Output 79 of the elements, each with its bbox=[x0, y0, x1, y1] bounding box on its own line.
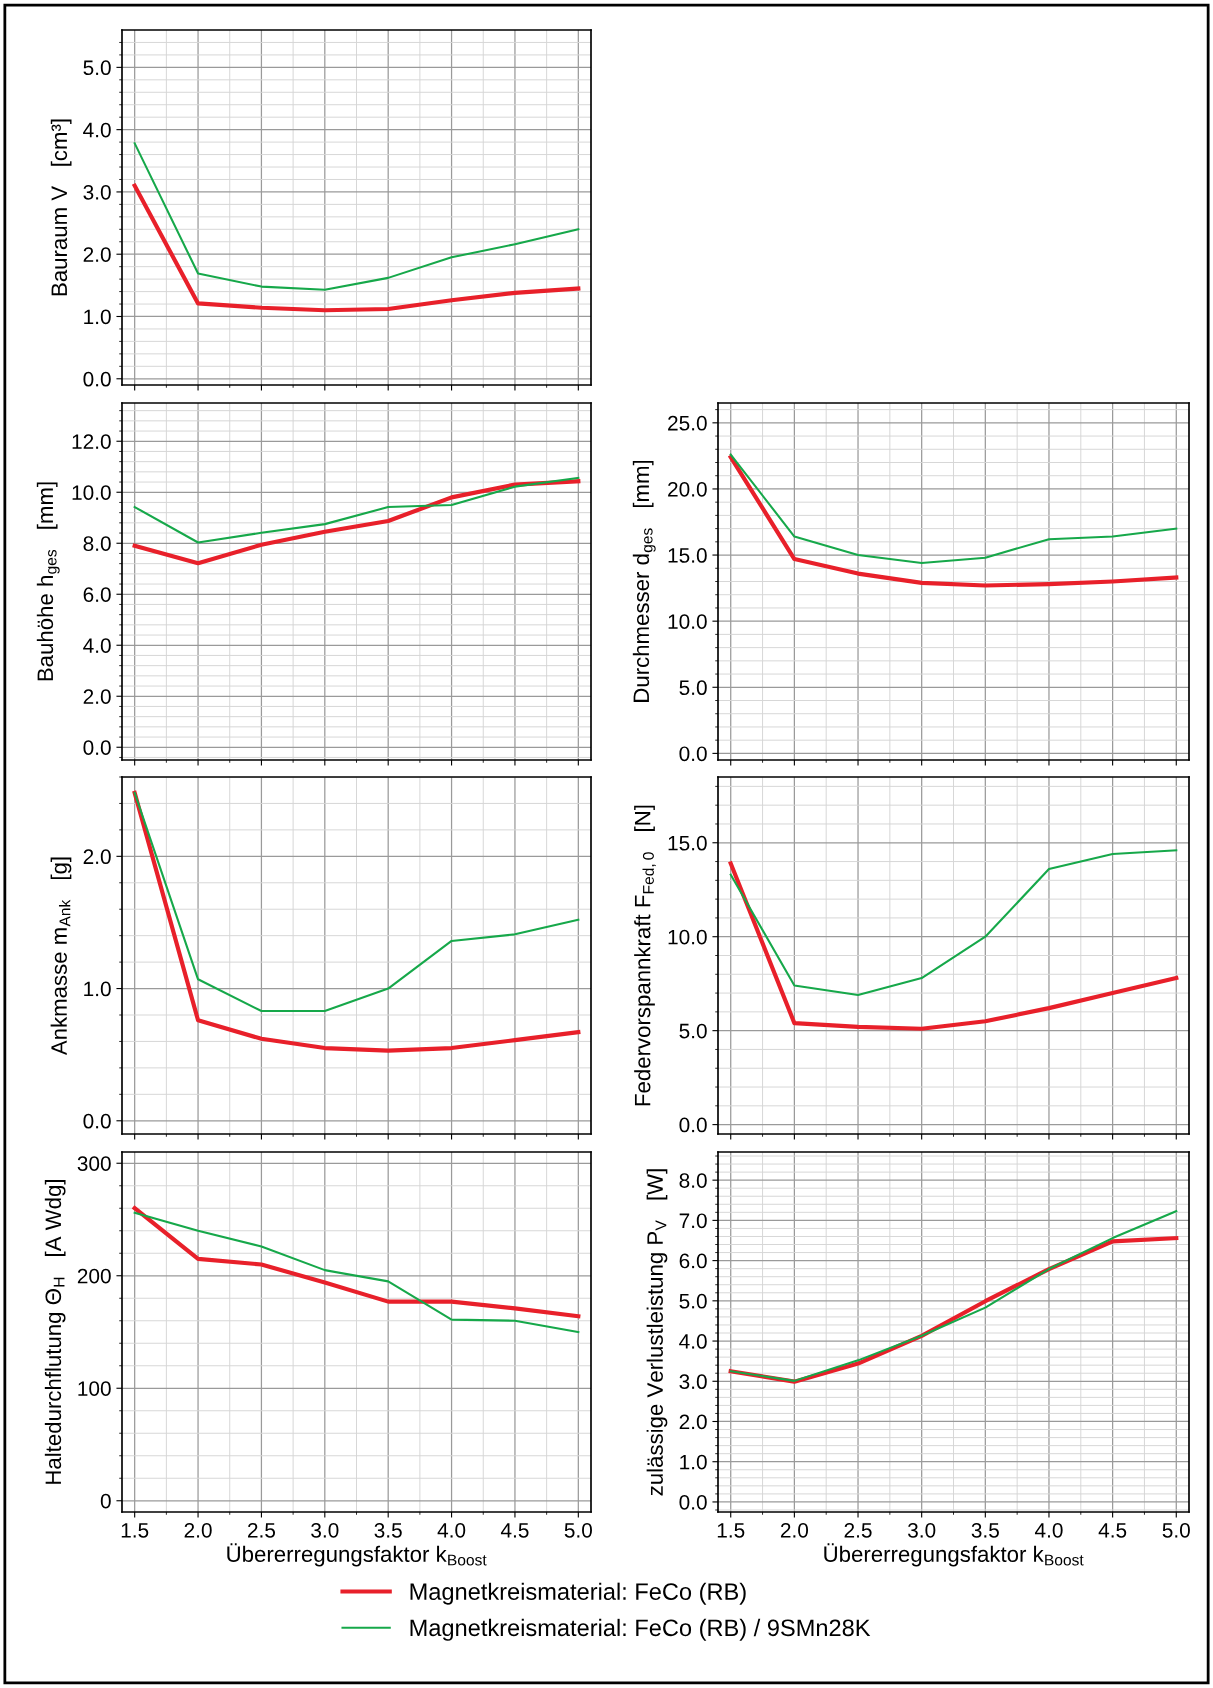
y-tick-label: 5.0 bbox=[83, 60, 111, 76]
legend-label: Magnetkreismaterial: FeCo (RB) / 9SMn28K bbox=[410, 1618, 871, 1641]
line-series bbox=[729, 453, 1178, 565]
x-tick-label: 5.0 bbox=[564, 1522, 592, 1538]
y-tick-label: 3.0 bbox=[83, 184, 111, 200]
line-series bbox=[132, 479, 581, 566]
x-tick-label: 2.5 bbox=[248, 1522, 276, 1538]
text: Bauhöhe h$_{ges}$ [mm] bbox=[36, 482, 60, 681]
y-tick-label: 4.0 bbox=[679, 1334, 707, 1349]
y-tick-label: 10.0 bbox=[668, 929, 707, 945]
line-series bbox=[729, 849, 1178, 996]
y-tick-label: 2.0 bbox=[679, 1414, 707, 1430]
line-series bbox=[132, 183, 581, 313]
y-tick-label: 6.0 bbox=[83, 587, 111, 602]
x-tick-label: 1.5 bbox=[717, 1523, 745, 1538]
x-tick-label: 5.0 bbox=[1162, 1522, 1190, 1538]
y-tick-label: 0.0 bbox=[679, 1117, 707, 1133]
y-tick-label: 10.0 bbox=[72, 485, 111, 500]
y-tick-label: 15.0 bbox=[668, 548, 707, 563]
y-tick-label: 12.0 bbox=[72, 434, 111, 449]
y-tick-label: 5.0 bbox=[679, 680, 707, 696]
y-tick-label: 1.0 bbox=[84, 309, 111, 325]
y-tick-label: 1.0 bbox=[84, 981, 111, 997]
text: Durchmesser d$_{ges}$ [mm] bbox=[632, 460, 656, 702]
y-tick-label: 200 bbox=[77, 1268, 111, 1284]
x-tick-label: 1.5 bbox=[121, 1523, 149, 1538]
y-axis-title: Bauraum V [cm³] bbox=[50, 119, 72, 296]
line-series bbox=[133, 142, 580, 291]
line-series bbox=[728, 861, 1179, 1031]
x-tick-label: 3.0 bbox=[311, 1522, 339, 1538]
line-series bbox=[133, 1211, 580, 1334]
text: Ankmasse m$_{Ank}$ [g] bbox=[50, 857, 72, 1056]
x-tick-label: 3.0 bbox=[907, 1522, 936, 1538]
y-tick-label: 25.0 bbox=[668, 415, 707, 431]
x-tick-label: 4.5 bbox=[1098, 1523, 1127, 1538]
x-tick-label: 4.0 bbox=[1034, 1522, 1063, 1538]
x-tick-label: 3.5 bbox=[971, 1522, 999, 1538]
line-series bbox=[133, 476, 580, 544]
text: Federvorspannkraft F$_{Fed,0}$ [N] bbox=[634, 805, 656, 1106]
legend-label: Magnetkreismaterial: FeCo (RB) bbox=[410, 1582, 746, 1605]
line-series bbox=[729, 1210, 1178, 1382]
x-tick-label: 4.5 bbox=[500, 1523, 529, 1538]
x-tick-label: 3.5 bbox=[374, 1522, 402, 1538]
y-tick-label: 0 bbox=[100, 1493, 111, 1509]
y-tick-label: 8.0 bbox=[679, 1173, 707, 1188]
y-tick-label: 100 bbox=[78, 1381, 111, 1396]
y-tick-label: 4.0 bbox=[83, 122, 111, 138]
y-tick-label: 0.0 bbox=[679, 1494, 707, 1510]
text: Haltedurchflutung Θ$_{H}$ [A Wdg] bbox=[44, 1180, 66, 1484]
x-tick-label: 2.0 bbox=[780, 1522, 809, 1538]
y-tick-label: 0.0 bbox=[679, 746, 707, 762]
line-series bbox=[132, 790, 581, 1053]
x-tick-label: 2.5 bbox=[844, 1522, 872, 1538]
y-tick-label: 2.0 bbox=[83, 247, 111, 262]
line-series bbox=[728, 455, 1179, 588]
y-tick-label: 2.0 bbox=[83, 849, 111, 865]
line-series bbox=[132, 1206, 581, 1319]
y-tick-label: 15.0 bbox=[668, 835, 707, 851]
x-axis-title: Übererregungsfaktor k$_{Boost}$ bbox=[824, 1543, 1084, 1567]
y-tick-label: 4.0 bbox=[83, 638, 111, 653]
y-tick-label: 0.0 bbox=[83, 371, 111, 387]
y-tick-label: 3.0 bbox=[679, 1374, 707, 1390]
y-tick-label: 20.0 bbox=[668, 481, 707, 497]
y-tick-label: 8.0 bbox=[83, 536, 111, 551]
y-tick-label: 300 bbox=[77, 1156, 111, 1171]
y-tick-label: 2.0 bbox=[83, 689, 111, 704]
x-axis-title: Übererregungsfaktor k$_{Boost}$ bbox=[227, 1543, 487, 1567]
y-tick-label: 7.0 bbox=[679, 1213, 707, 1229]
y-tick-label: 0.0 bbox=[83, 740, 111, 755]
y-tick-label: 10.0 bbox=[668, 614, 707, 629]
y-tick-label: 0.0 bbox=[83, 1113, 111, 1129]
y-tick-label: 1.0 bbox=[680, 1454, 707, 1470]
x-tick-label: 4.0 bbox=[437, 1522, 466, 1538]
y-tick-label: 6.0 bbox=[679, 1253, 707, 1269]
y-tick-label: 5.0 bbox=[679, 1293, 707, 1309]
y-tick-label: 5.0 bbox=[679, 1023, 707, 1039]
text: zulässige Verlustleistung P$_{V}$ [W] bbox=[646, 1169, 668, 1496]
x-tick-label: 2.0 bbox=[184, 1522, 212, 1538]
line-series bbox=[133, 791, 580, 1013]
